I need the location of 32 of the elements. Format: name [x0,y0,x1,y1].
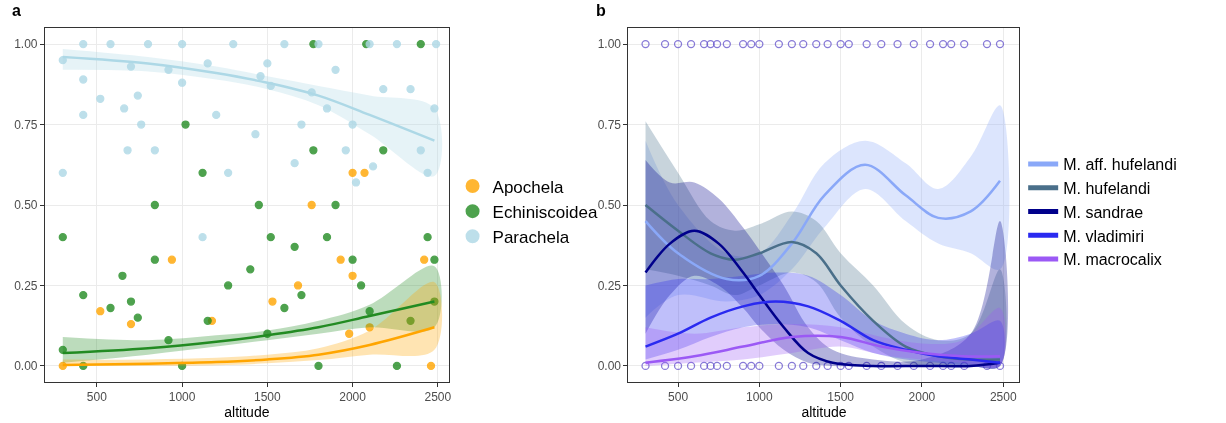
legend-label: Parachela [492,227,570,247]
x-tick-label: 1500 [827,390,855,405]
y-tick-label: 0.50 [14,198,38,213]
legend-label: M. macrocalix [1063,251,1162,269]
y-tick-label: 0.00 [597,359,622,374]
x-axis-title: altitude [801,404,847,421]
text: b [596,2,606,19]
y-tick-label: 0.25 [14,278,38,293]
y-tick-label: 1.00 [597,37,622,52]
y-tick-label: 0.50 [597,198,622,213]
x-tick-label: 500 [86,390,108,405]
legend-label: Echiniscoidea [492,202,599,222]
x-tick-label: 1000 [168,390,196,405]
legend-label: M. hufelandi [1063,179,1151,197]
y-tick-label: 0.00 [14,359,38,374]
y-tick-label: 0.75 [14,117,38,132]
x-axis-title: altitude [224,404,270,421]
legend-label: M. sandrae [1063,203,1144,221]
legend-label: M. aff. hufelandi [1063,156,1177,174]
x-tick-label: 2500 [989,390,1017,405]
legend-label: Apochela [492,177,564,197]
x-tick-label: 1500 [254,390,282,405]
text: a [12,2,21,19]
legend-label: M. vladimiri [1063,227,1145,245]
y-tick-label: 1.00 [14,37,38,52]
x-tick-label: 2000 [339,390,367,405]
x-tick-label: 1000 [746,390,774,405]
y-tick-label: 0.25 [597,278,622,293]
x-tick-label: 2000 [908,390,936,405]
x-tick-label: 2500 [424,390,452,405]
x-tick-label: 500 [668,390,689,405]
y-tick-label: 0.75 [597,117,622,132]
